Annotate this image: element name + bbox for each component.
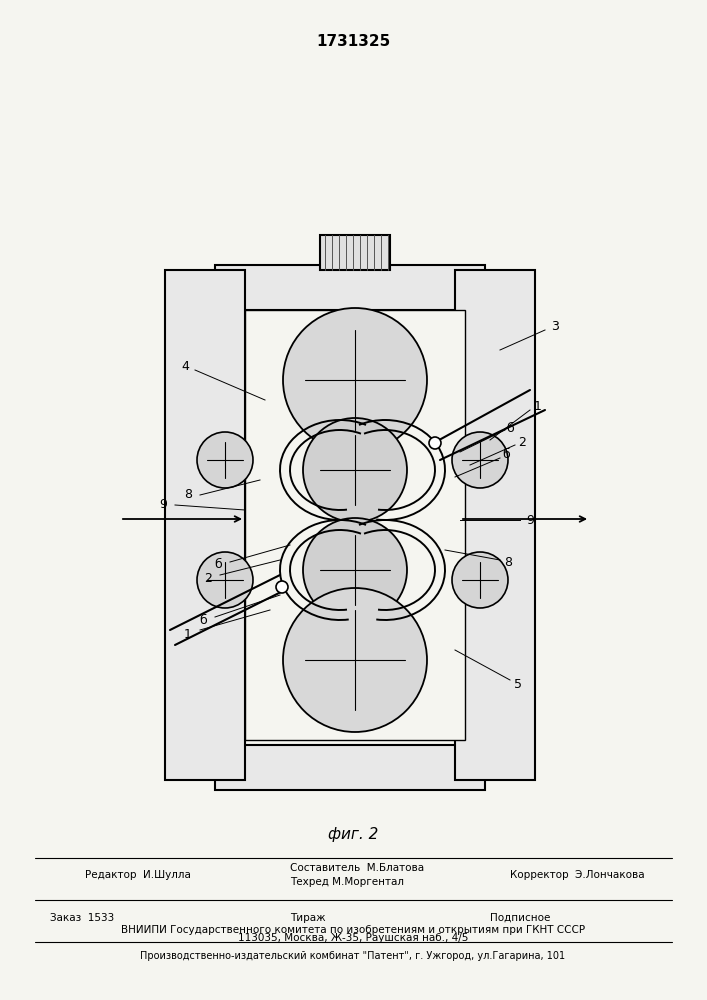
Circle shape (197, 552, 253, 608)
Circle shape (303, 418, 407, 522)
Text: Корректор  Э.Лончакова: Корректор Э.Лончакова (510, 870, 645, 880)
Text: 1731325: 1731325 (316, 34, 390, 49)
Circle shape (452, 552, 508, 608)
Text: 3: 3 (551, 320, 559, 334)
Text: 9: 9 (526, 514, 534, 526)
Text: б: б (214, 558, 222, 570)
Text: б: б (199, 613, 207, 626)
Bar (215, 265, 485, 310)
Text: Производственно-издательский комбинат "Патент", г. Ужгород, ул.Гагарина, 101: Производственно-издательский комбинат "П… (141, 951, 566, 961)
Circle shape (276, 581, 288, 593)
Text: ВНИИПИ Государственного комитета по изобретениям и открытиям при ГКНТ СССР: ВНИИПИ Государственного комитета по изоб… (121, 925, 585, 935)
Text: 5: 5 (514, 678, 522, 690)
Circle shape (452, 432, 508, 488)
Text: 113035, Москва, Ж-35, Раушская наб., 4/5: 113035, Москва, Ж-35, Раушская наб., 4/5 (238, 933, 468, 943)
Text: б: б (506, 422, 514, 434)
Circle shape (197, 432, 253, 488)
Bar (245, 310, 465, 740)
Text: Тираж: Тираж (290, 913, 326, 923)
Circle shape (429, 437, 441, 449)
Text: 2: 2 (204, 572, 212, 584)
Text: Техред М.Моргентал: Техред М.Моргентал (290, 877, 404, 887)
Text: 1: 1 (534, 399, 542, 412)
Text: фиг. 2: фиг. 2 (328, 828, 378, 842)
Bar (215, 745, 485, 790)
Circle shape (283, 588, 427, 732)
Text: б: б (502, 448, 510, 462)
Text: 8: 8 (504, 556, 512, 570)
Text: 4: 4 (181, 360, 189, 372)
Circle shape (303, 518, 407, 622)
Text: Подписное: Подписное (490, 913, 550, 923)
Text: Составитель  М.Блатова: Составитель М.Блатова (290, 863, 424, 873)
Bar (320, 235, 390, 270)
Text: 1: 1 (184, 628, 192, 641)
Circle shape (283, 308, 427, 452)
Bar (455, 270, 535, 780)
Text: Заказ  1533: Заказ 1533 (50, 913, 115, 923)
Text: 9: 9 (159, 497, 167, 510)
Bar (165, 270, 245, 780)
Text: 2: 2 (518, 436, 526, 448)
Text: 8: 8 (184, 488, 192, 502)
Text: Редактор  И.Шулла: Редактор И.Шулла (85, 870, 191, 880)
